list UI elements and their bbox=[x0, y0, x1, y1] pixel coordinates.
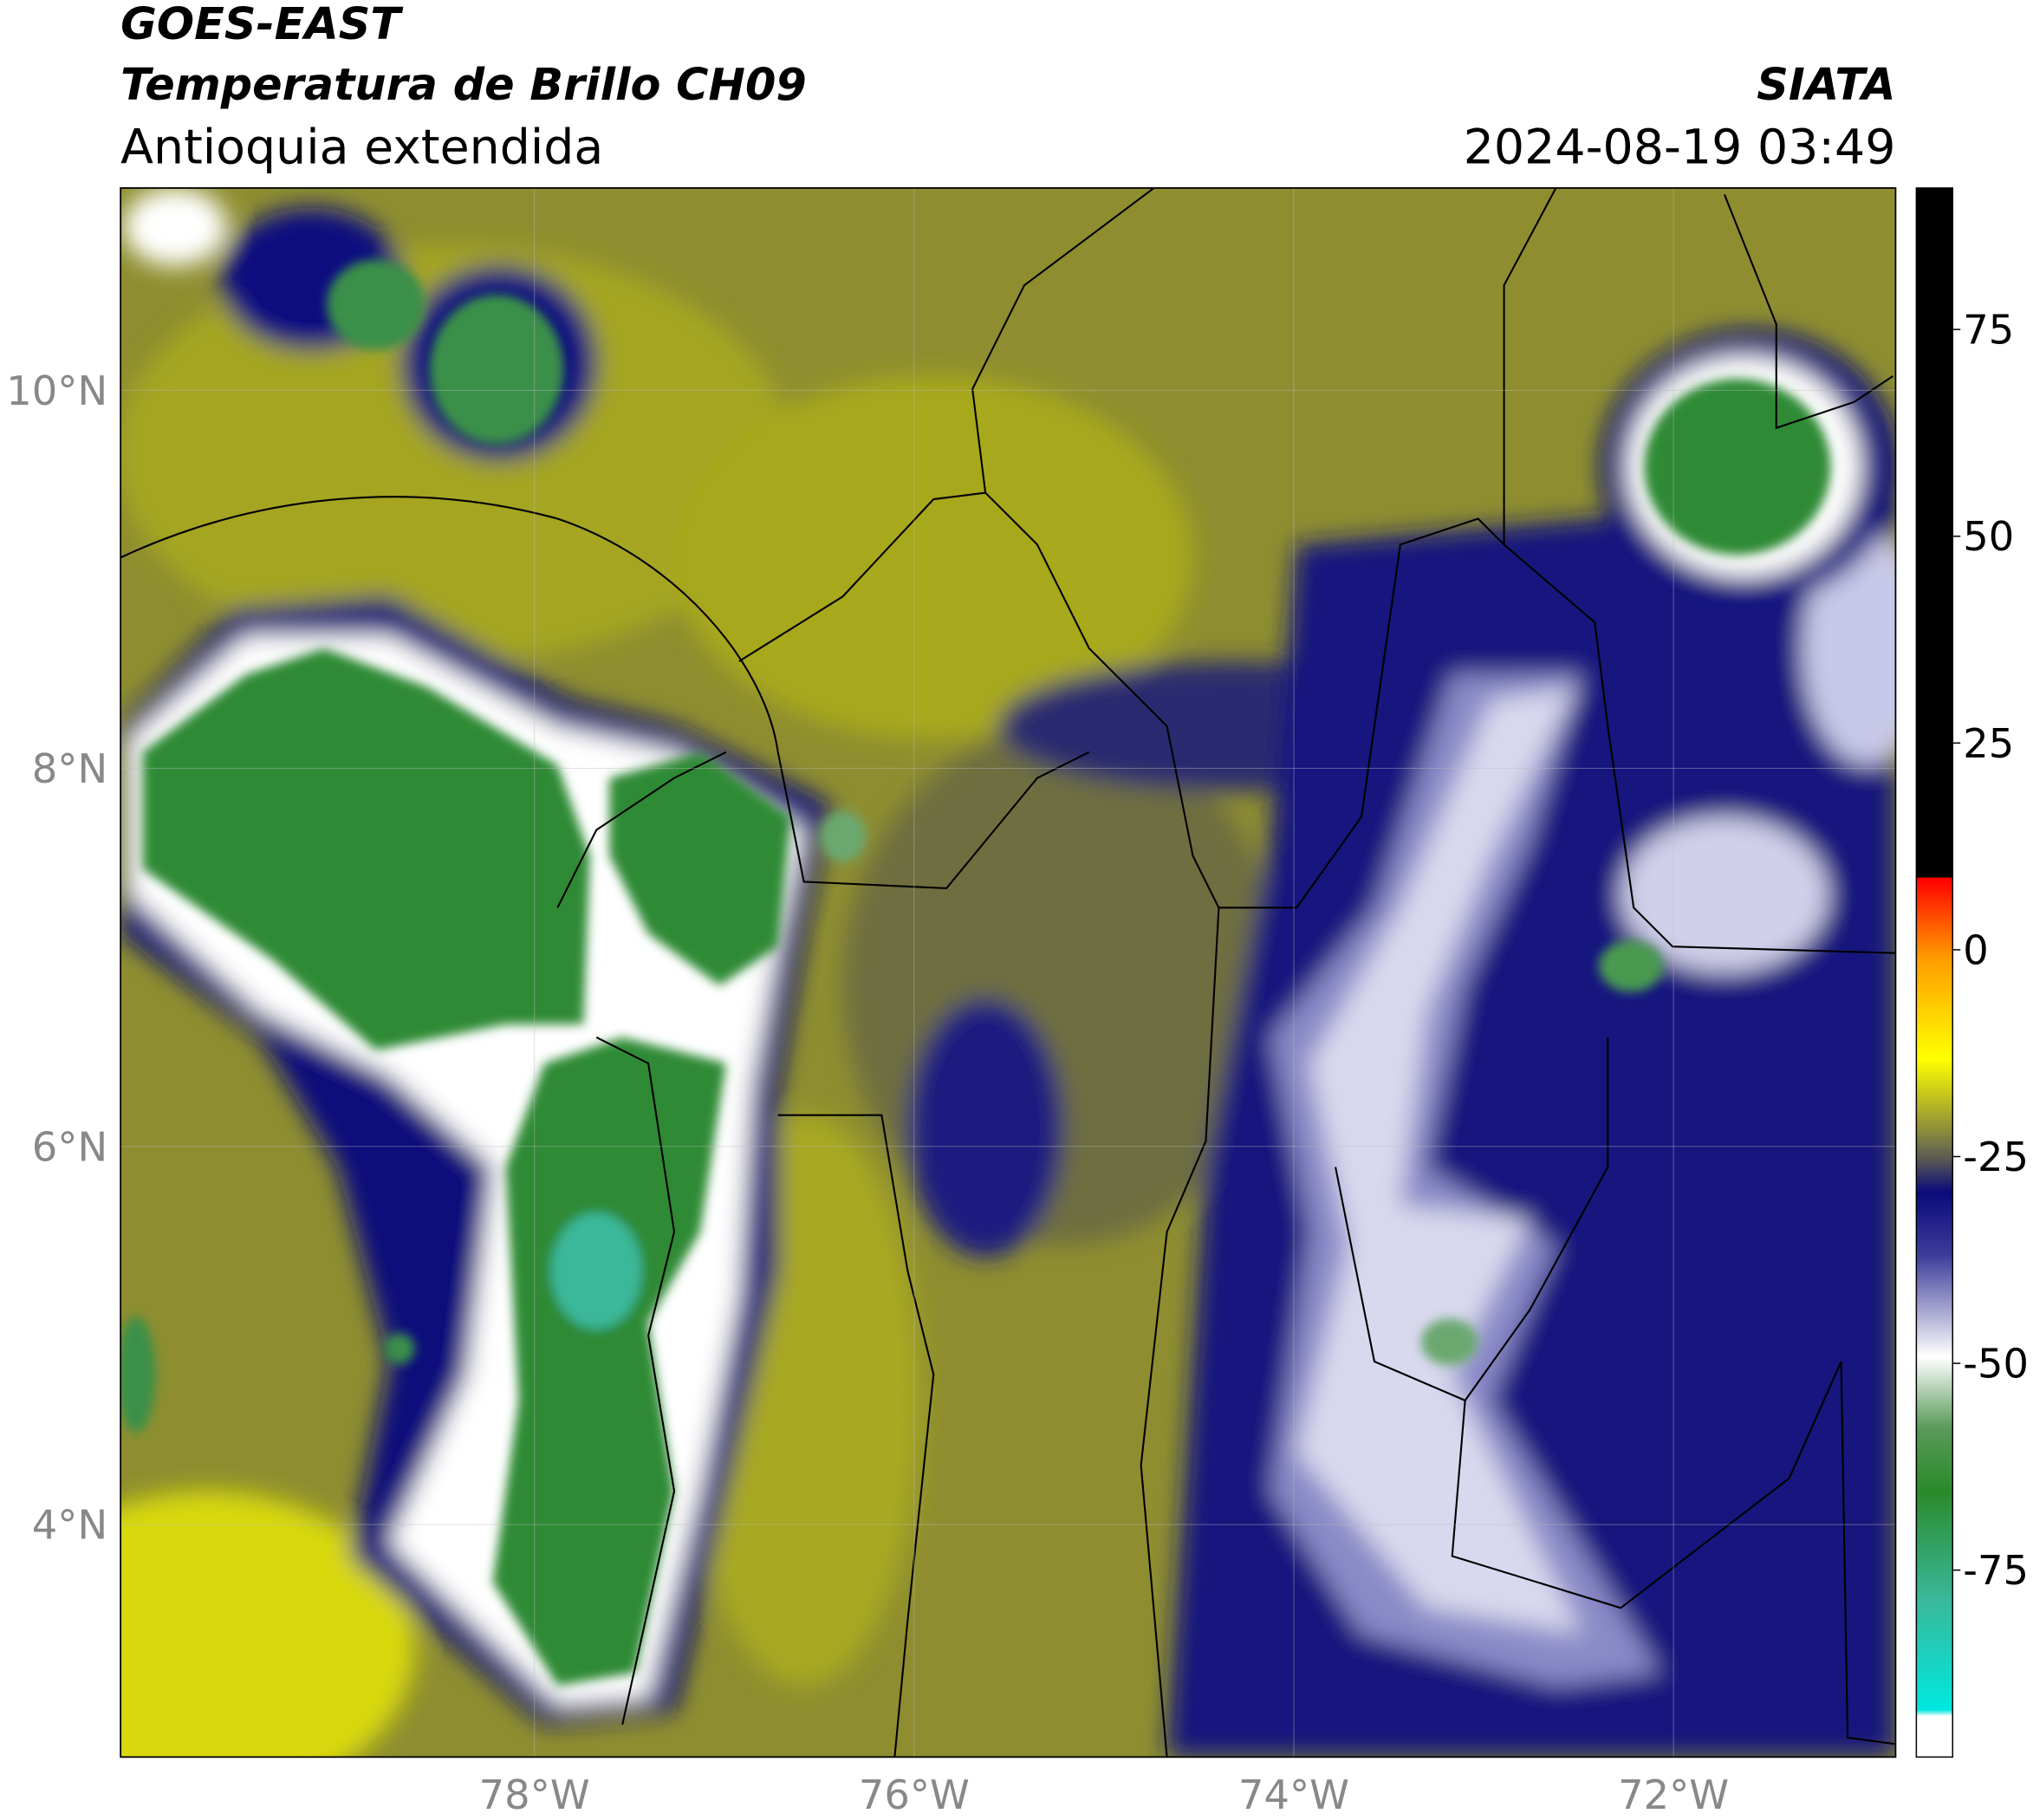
lon-tick-label: 78°W bbox=[479, 1771, 590, 1818]
graticule bbox=[120, 187, 1896, 1758]
map-frame bbox=[120, 187, 1897, 1758]
map-image bbox=[120, 187, 1896, 1758]
lon-tick-label: 76°W bbox=[859, 1771, 970, 1818]
agency: SIATA bbox=[1757, 59, 1895, 110]
colorbar-tick-label: 75 bbox=[1963, 307, 2014, 354]
colorbar-tick-label: -75 bbox=[1963, 1547, 2029, 1594]
colorbar bbox=[1915, 187, 1954, 1758]
subtitle-bold: Temperatura de Brillo CH09 bbox=[120, 59, 807, 110]
lat-tick-label: 8°N bbox=[32, 745, 107, 792]
timestamp: 2024-08-19 03:49 bbox=[1464, 120, 1896, 176]
lat-tick-label: 4°N bbox=[32, 1502, 107, 1549]
colorbar-tick-label: -50 bbox=[1963, 1341, 2029, 1388]
colorbar-tick-label: -25 bbox=[1963, 1134, 2029, 1180]
colorbar-axis: 75 50 25 0 -25 -50 -75 bbox=[1952, 307, 2029, 1594]
political-borders bbox=[120, 187, 1896, 1758]
lat-tick-label: 10°N bbox=[6, 367, 107, 414]
lon-tick-label: 72°W bbox=[1618, 1771, 1729, 1818]
map-axes: 78°W 76°W 74°W 72°W 10°N 8°N 6°N 4°N bbox=[6, 367, 1729, 1818]
colorbar-tick-label: 25 bbox=[1963, 720, 2014, 767]
colorbar-tick-label: 0 bbox=[1963, 926, 1989, 973]
lon-tick-label: 74°W bbox=[1238, 1771, 1349, 1818]
cold-cloud-tops bbox=[120, 259, 1831, 1687]
colorbar-tick-label: 50 bbox=[1963, 513, 2014, 560]
title: GOES-EAST bbox=[120, 0, 404, 49]
region: Antioquia extendida bbox=[120, 120, 603, 176]
lat-tick-label: 6°N bbox=[32, 1123, 107, 1170]
